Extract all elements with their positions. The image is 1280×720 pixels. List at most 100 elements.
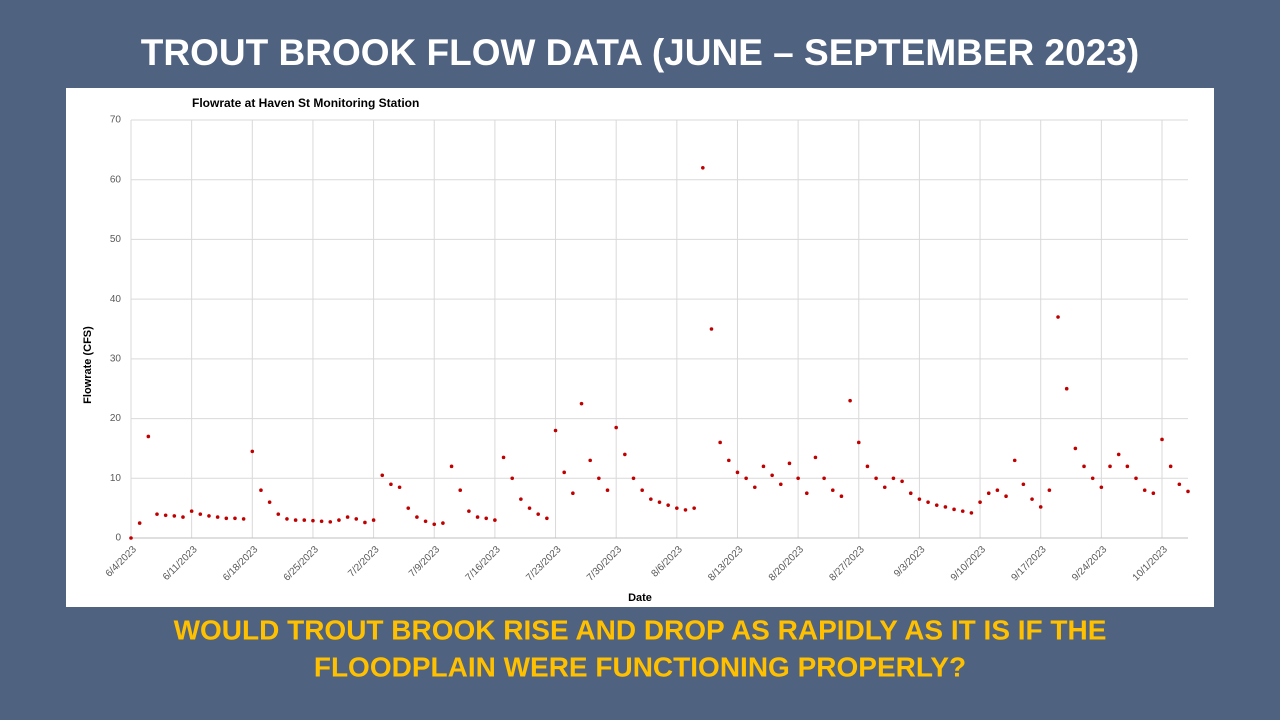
data-point xyxy=(1056,315,1060,319)
data-point xyxy=(605,488,610,493)
data-point xyxy=(830,488,835,493)
data-point xyxy=(1142,488,1147,493)
data-point xyxy=(415,515,419,519)
y-tick-label: 10 xyxy=(110,473,122,484)
data-point xyxy=(354,517,359,521)
data-point xyxy=(614,425,618,430)
data-point xyxy=(129,536,133,540)
data-point xyxy=(709,327,714,331)
y-tick-label: 60 xyxy=(110,174,122,185)
data-point xyxy=(267,500,272,504)
data-point xyxy=(155,512,159,516)
data-point xyxy=(215,515,220,519)
data-point xyxy=(666,503,670,507)
data-point xyxy=(189,509,194,513)
data-point xyxy=(718,440,722,445)
data-point xyxy=(311,518,315,523)
data-point xyxy=(960,509,965,513)
data-point xyxy=(1012,458,1017,463)
data-point xyxy=(545,516,549,521)
data-point xyxy=(328,520,333,524)
data-point xyxy=(969,511,974,515)
data-point xyxy=(553,428,558,433)
y-tick-label: 20 xyxy=(110,413,122,424)
data-point xyxy=(1047,488,1052,493)
data-point xyxy=(241,517,246,521)
x-axis-label: Date xyxy=(628,592,652,604)
data-point xyxy=(207,514,211,518)
data-point xyxy=(952,507,956,512)
data-point xyxy=(259,488,263,493)
data-point xyxy=(657,500,662,504)
data-point xyxy=(995,488,1000,493)
data-point xyxy=(917,497,922,501)
data-point xyxy=(406,506,411,510)
data-point xyxy=(363,520,367,525)
data-point xyxy=(1108,464,1112,469)
data-point xyxy=(493,518,497,522)
data-point xyxy=(882,485,887,490)
data-point xyxy=(501,455,506,460)
data-point xyxy=(865,464,870,469)
data-point xyxy=(432,522,437,527)
data-point xyxy=(337,518,341,522)
data-point xyxy=(458,488,463,493)
y-tick-label: 0 xyxy=(115,533,121,544)
question-line: WOULD TROUT BROOK RISE AND DROP AS RAPID… xyxy=(174,614,1107,645)
data-point xyxy=(640,488,644,493)
data-point xyxy=(753,485,757,490)
data-point xyxy=(224,516,229,521)
data-point xyxy=(848,398,852,403)
data-point xyxy=(1030,497,1034,501)
data-point xyxy=(345,515,350,519)
data-point xyxy=(900,479,904,484)
data-point xyxy=(146,434,151,439)
data-point xyxy=(519,497,523,501)
data-point xyxy=(761,464,766,469)
data-point xyxy=(1186,489,1190,494)
data-point xyxy=(813,455,818,460)
data-point xyxy=(701,165,705,170)
data-point xyxy=(527,506,532,510)
question-line: FLOODPLAIN WERE FUNCTIONING PROPERLY? xyxy=(314,651,966,682)
data-point xyxy=(908,491,913,496)
data-point xyxy=(302,518,307,522)
data-point xyxy=(1168,464,1173,469)
data-point xyxy=(683,508,688,512)
data-point xyxy=(172,514,177,518)
data-point xyxy=(293,518,298,522)
data-point xyxy=(562,470,566,475)
data-point xyxy=(475,515,480,519)
data-point xyxy=(649,497,653,501)
data-point xyxy=(770,473,774,478)
data-point xyxy=(1151,491,1156,496)
data-point xyxy=(986,491,991,496)
data-point xyxy=(1177,482,1182,487)
data-point xyxy=(978,500,982,504)
data-point xyxy=(623,452,627,457)
data-point xyxy=(397,485,402,490)
data-point xyxy=(380,473,385,478)
data-point xyxy=(484,516,489,521)
data-point xyxy=(371,518,376,522)
data-point xyxy=(441,521,445,525)
data-point xyxy=(1099,485,1104,490)
data-point xyxy=(1073,446,1078,451)
data-point xyxy=(1004,494,1008,499)
y-axis-label: Flowrate (CFS) xyxy=(82,326,94,404)
data-point xyxy=(692,506,696,510)
data-point xyxy=(449,464,454,469)
data-point xyxy=(1021,482,1026,487)
data-point xyxy=(778,482,783,487)
data-point xyxy=(250,449,255,454)
slide-title: TROUT BROOK FLOW DATA (JUNE – SEPTEMBER … xyxy=(141,32,1139,73)
data-point xyxy=(467,509,471,513)
data-point xyxy=(233,516,237,521)
data-point xyxy=(856,440,861,445)
y-tick-label: 40 xyxy=(110,294,122,305)
data-point xyxy=(744,476,748,481)
data-point xyxy=(839,494,844,499)
data-point xyxy=(631,476,636,481)
data-point xyxy=(510,476,515,481)
data-point xyxy=(319,519,324,524)
